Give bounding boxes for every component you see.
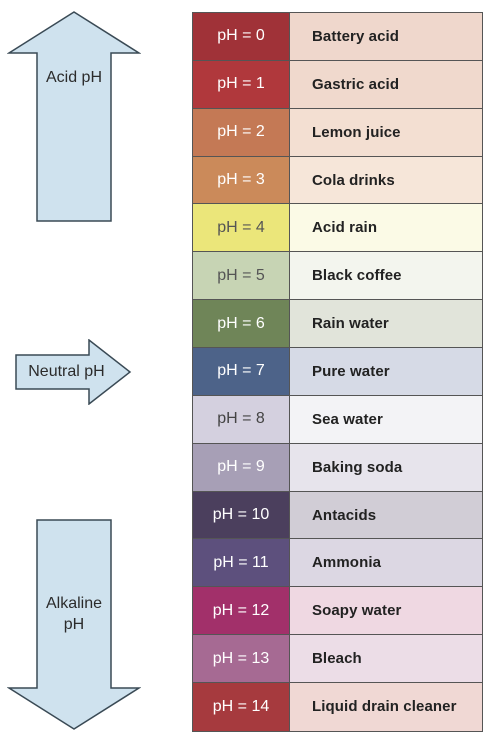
alkaline-label-line2: pH bbox=[63, 616, 85, 633]
substance-cell: Sea water bbox=[290, 395, 482, 443]
table-row: pH = 11 Ammonia bbox=[193, 539, 482, 588]
ph-value-cell: pH = 5 bbox=[193, 252, 290, 300]
substance-cell: Rain water bbox=[290, 300, 482, 348]
ph-value-cell: pH = 12 bbox=[193, 587, 290, 635]
substance-cell: Black coffee bbox=[290, 252, 482, 300]
substance-cell: Pure water bbox=[290, 348, 482, 395]
ph-value-cell: pH = 13 bbox=[193, 635, 290, 683]
ph-value-cell: pH = 3 bbox=[193, 156, 290, 204]
table-row: pH = 0 Battery acid bbox=[193, 13, 482, 61]
substance-cell: Cola drinks bbox=[290, 156, 482, 204]
table-row: pH = 12 Soapy water bbox=[193, 587, 482, 636]
substance-cell: Soapy water bbox=[290, 587, 482, 635]
table-row: pH = 9 Baking soda bbox=[193, 443, 482, 492]
alkaline-ph-arrow: Alkaline pH bbox=[7, 519, 141, 731]
ph-value-cell: pH = 1 bbox=[193, 60, 290, 108]
ph-value-cell: pH = 9 bbox=[193, 443, 290, 491]
acid-ph-arrow: Acid pH bbox=[7, 11, 141, 223]
down-arrow-icon bbox=[7, 519, 141, 730]
substance-cell: Antacids bbox=[290, 491, 482, 539]
up-arrow-icon bbox=[7, 11, 141, 222]
ph-value-cell: pH = 10 bbox=[193, 491, 290, 539]
ph-scale-table: pH = 0 Battery acid pH = 1 Gastric acid pH =… bbox=[192, 12, 483, 732]
ph-value-cell: pH = 14 bbox=[193, 683, 290, 731]
substance-cell: Gastric acid bbox=[290, 60, 482, 108]
substance-cell: Lemon juice bbox=[290, 108, 482, 156]
table-row: pH = 3 Cola drinks bbox=[193, 156, 482, 205]
table-row: pH = 10 Antacids bbox=[193, 491, 482, 540]
table-row: pH = 4 Acid rain bbox=[193, 204, 482, 253]
ph-value-cell: pH = 4 bbox=[193, 204, 290, 252]
right-arrow-icon bbox=[15, 339, 132, 405]
neutral-ph-label: Neutral pH bbox=[28, 363, 105, 380]
neutral-ph-arrow: Neutral pH bbox=[15, 339, 132, 405]
ph-value-cell: pH = 0 bbox=[193, 13, 290, 60]
ph-value-cell: pH = 6 bbox=[193, 300, 290, 348]
table-row: pH = 14 Liquid drain cleaner bbox=[193, 683, 482, 731]
substance-cell: Battery acid bbox=[290, 13, 482, 60]
table-row: pH = 8 Sea water bbox=[193, 395, 482, 444]
ph-value-cell: pH = 2 bbox=[193, 108, 290, 156]
table-row: pH = 7 Pure water bbox=[193, 348, 482, 396]
table-row: pH = 13 Bleach bbox=[193, 635, 482, 684]
ph-value-cell: pH = 7 bbox=[193, 348, 290, 395]
acid-ph-label: Acid pH bbox=[45, 69, 103, 86]
table-row: pH = 6 Rain water bbox=[193, 300, 482, 349]
ph-value-cell: pH = 8 bbox=[193, 395, 290, 443]
ph-value-cell: pH = 11 bbox=[193, 539, 290, 587]
substance-cell: Bleach bbox=[290, 635, 482, 683]
substance-cell: Ammonia bbox=[290, 539, 482, 587]
alkaline-ph-label: Alkaline pH bbox=[7, 593, 141, 635]
substance-cell: Acid rain bbox=[290, 204, 482, 252]
table-row: pH = 5 Black coffee bbox=[193, 252, 482, 301]
substance-cell: Liquid drain cleaner bbox=[290, 683, 482, 731]
alkaline-label-line1: Alkaline bbox=[45, 595, 103, 612]
table-row: pH = 1 Gastric acid bbox=[193, 60, 482, 109]
table-row: pH = 2 Lemon juice bbox=[193, 108, 482, 157]
substance-cell: Baking soda bbox=[290, 443, 482, 491]
